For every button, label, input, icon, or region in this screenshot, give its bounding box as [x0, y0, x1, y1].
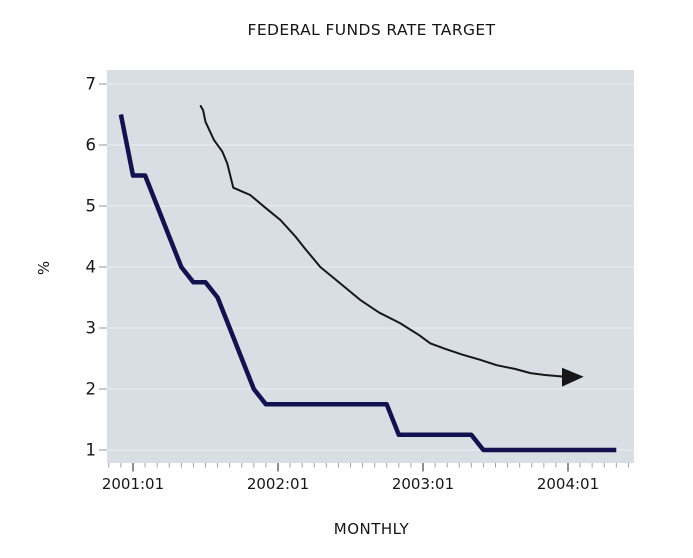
x-tick-label: 2004:01 [537, 475, 599, 493]
y-tick-label: 3 [86, 319, 97, 338]
annotation-arrow-line [199, 105, 579, 379]
y-axis-label: % [35, 260, 54, 276]
x-tick-label: 2003:01 [392, 475, 454, 493]
y-tick-label: 1 [86, 441, 97, 460]
x-tick-label: 2002:01 [247, 475, 309, 493]
y-tick-label: 4 [86, 258, 97, 277]
x-tick-label: 2001:01 [102, 475, 164, 493]
chart-title: FEDERAL FUNDS RATE TARGET [247, 21, 496, 39]
x-axis-label: MONTHLY [333, 520, 410, 538]
y-tick-label: 7 [86, 75, 97, 94]
y-tick-label: 2 [86, 380, 97, 399]
y-tick-label: 6 [86, 136, 97, 155]
series-line-federal-funds-rate-target [118, 114, 617, 453]
annotation-arrowhead [562, 367, 584, 387]
y-tick-label: 5 [86, 197, 97, 216]
